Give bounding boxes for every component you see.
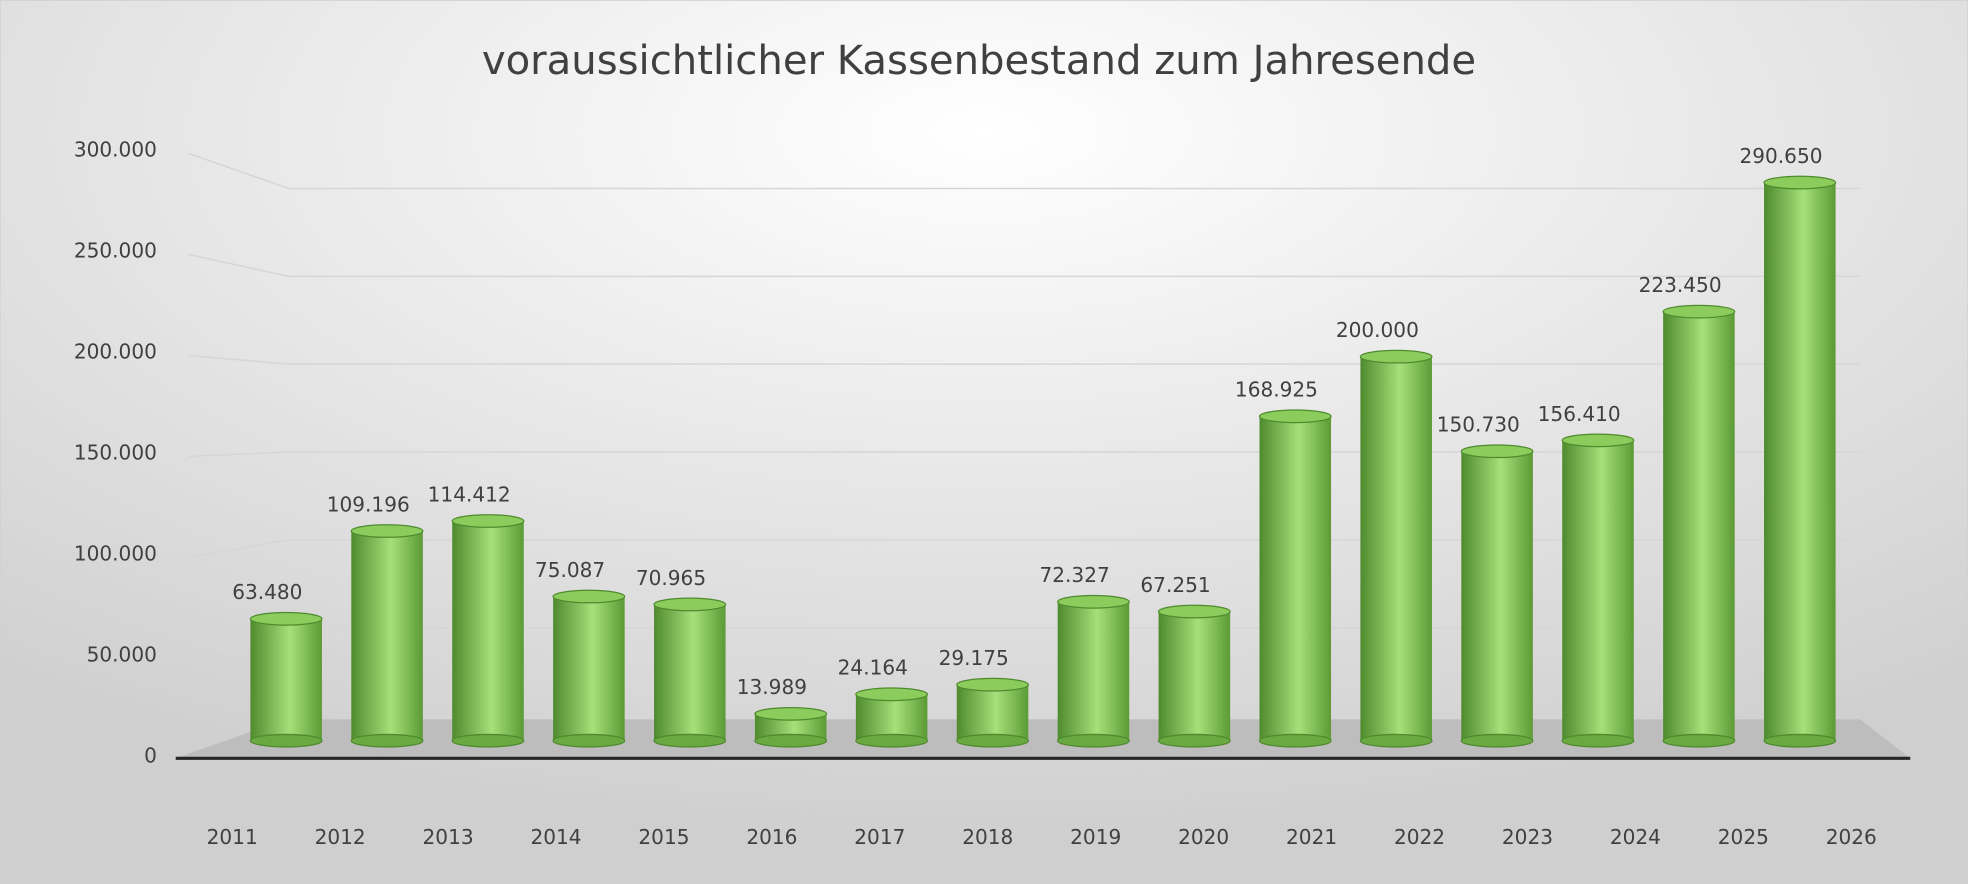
bar-top — [1157, 604, 1231, 619]
bar — [1057, 601, 1130, 741]
bar-top — [451, 514, 525, 528]
bar-base — [1561, 733, 1635, 748]
bar-top — [350, 524, 424, 538]
bar — [855, 694, 928, 741]
bar-top — [1460, 444, 1534, 459]
bar — [1764, 182, 1836, 741]
data-label: 150.730 — [1437, 413, 1520, 437]
grid-line — [188, 354, 1861, 365]
data-label: 109.196 — [327, 492, 410, 516]
grid-line — [188, 451, 1861, 458]
bar-base — [1460, 733, 1534, 748]
bar-top — [1561, 433, 1635, 448]
data-label: 70.965 — [636, 566, 706, 590]
data-label: 24.164 — [838, 656, 908, 680]
data-label: 168.925 — [1235, 378, 1318, 402]
x-tick-label: 2021 — [1286, 825, 1337, 849]
y-tick-label: 100.000 — [74, 541, 157, 565]
data-label: 67.251 — [1140, 573, 1210, 597]
data-label: 156.410 — [1538, 402, 1621, 426]
x-tick-label: 2017 — [854, 825, 905, 849]
bar-base — [552, 733, 626, 748]
x-tick-label: 2023 — [1502, 825, 1553, 849]
y-tick-label: 50.000 — [87, 642, 157, 666]
x-tick-label: 2013 — [423, 825, 474, 849]
bar-base — [451, 733, 525, 748]
data-label: 13.989 — [737, 675, 807, 699]
bar-base — [1662, 733, 1736, 748]
y-tick-label: 150.000 — [74, 440, 157, 464]
x-tick-label: 2026 — [1826, 825, 1877, 849]
bar — [654, 604, 726, 741]
bar — [1158, 611, 1231, 741]
chart-title: voraussichtlicher Kassenbestand zum Jahr… — [482, 38, 1476, 84]
x-tick-label: 2019 — [1070, 825, 1121, 849]
bar-top — [1258, 409, 1332, 424]
bar — [1360, 356, 1432, 741]
bar-base — [249, 733, 323, 748]
bar-base — [653, 733, 727, 748]
y-tick-label: 300.000 — [74, 137, 157, 161]
x-tick-label: 2024 — [1610, 825, 1661, 849]
bar-top — [754, 706, 828, 721]
bar-top — [956, 677, 1029, 692]
bar-top — [249, 611, 323, 626]
data-label: 223.450 — [1639, 273, 1722, 297]
data-label: 75.087 — [535, 558, 605, 582]
data-label: 63.480 — [232, 580, 302, 604]
data-label: 290.650 — [1739, 144, 1822, 168]
bar-base — [956, 733, 1029, 748]
bar-base — [350, 733, 424, 748]
bar-base — [1763, 733, 1837, 748]
data-label: 29.175 — [939, 646, 1009, 670]
bar-base — [1057, 733, 1130, 748]
grid-line — [188, 539, 1861, 559]
bar-base — [855, 733, 929, 748]
x-tick-label: 2011 — [207, 825, 258, 849]
x-tick-label: 2018 — [962, 825, 1013, 849]
y-tick-label: 250.000 — [74, 238, 157, 262]
data-label: 200.000 — [1336, 318, 1419, 342]
bar-top — [855, 687, 929, 702]
x-tick-label: 2025 — [1718, 825, 1769, 849]
bar — [1461, 451, 1533, 741]
x-tick-label: 2022 — [1394, 825, 1445, 849]
bar — [452, 521, 524, 741]
x-tick-label: 2014 — [530, 825, 581, 849]
bar — [1663, 311, 1735, 741]
y-tick-label: 0 — [144, 744, 157, 768]
bar — [1562, 440, 1634, 741]
grid-line — [188, 152, 1861, 190]
bar-base — [1157, 733, 1231, 748]
bar-top — [1359, 349, 1433, 364]
data-label: 114.412 — [428, 482, 511, 506]
x-tick-label: 2012 — [315, 825, 366, 849]
bar — [250, 618, 322, 741]
grid-line — [188, 253, 1861, 278]
bar-top — [1057, 594, 1130, 609]
bar — [956, 684, 1029, 741]
bar-base — [1258, 733, 1332, 748]
bar-top — [653, 597, 727, 612]
x-tick-label: 2015 — [638, 825, 689, 849]
bar-top — [1763, 175, 1837, 190]
bar — [553, 596, 625, 741]
y-tick-label: 200.000 — [74, 339, 157, 363]
data-label: 72.327 — [1039, 563, 1109, 587]
bar-top — [552, 589, 626, 604]
bar-top — [1662, 304, 1736, 319]
x-tick-label: 2016 — [746, 825, 797, 849]
bar-base — [754, 733, 828, 748]
floor — [175, 719, 1911, 759]
bar — [1259, 416, 1332, 741]
bar — [351, 531, 423, 741]
bar-base — [1359, 733, 1433, 748]
x-tick-label: 2020 — [1178, 825, 1229, 849]
